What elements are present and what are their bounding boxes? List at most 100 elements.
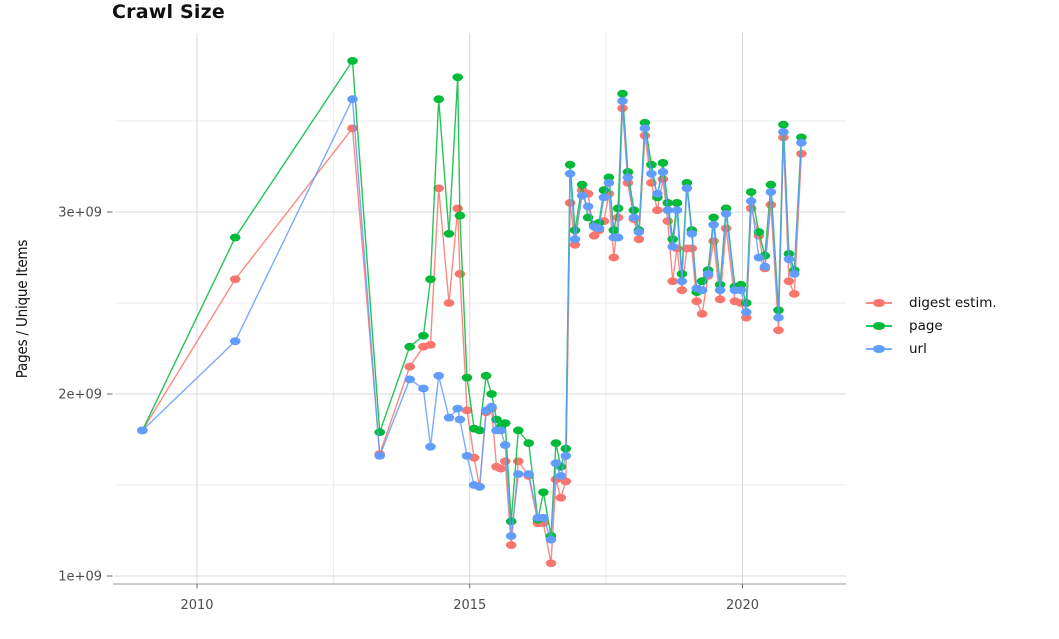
data-point-url <box>598 193 610 202</box>
data-point-digest <box>667 277 678 286</box>
data-point-digest <box>686 244 698 253</box>
data-point-url <box>696 286 708 295</box>
data-point-url <box>639 124 651 133</box>
data-point-page <box>513 426 524 435</box>
data-point-url <box>708 220 719 229</box>
legend-key-dot <box>873 321 885 330</box>
x-tick-label: 2020 <box>726 598 759 613</box>
data-point-digest <box>569 240 581 249</box>
data-point-url <box>745 197 757 206</box>
data-point-url <box>667 242 678 251</box>
data-point-digest <box>443 299 455 307</box>
data-point-digest <box>608 253 620 262</box>
series-line-page <box>141 58 803 537</box>
data-point-url <box>555 472 567 480</box>
data-point-digest <box>454 270 466 278</box>
legend-label: page <box>909 317 943 334</box>
data-point-url <box>425 442 436 451</box>
data-point-digest <box>691 297 702 306</box>
data-point-digest <box>229 275 241 284</box>
data-point-digest <box>741 313 752 322</box>
data-point-digest <box>696 310 708 318</box>
data-point-digest <box>425 341 436 349</box>
data-point-url <box>773 313 784 322</box>
data-point-url <box>499 441 511 449</box>
data-point-url <box>676 277 688 286</box>
data-point-url <box>461 452 473 460</box>
y-tick-label: 2e+09 <box>58 388 102 403</box>
data-point-url <box>662 206 674 215</box>
data-point-page <box>681 179 693 187</box>
data-point-url <box>686 229 698 238</box>
data-point-url <box>569 235 581 244</box>
data-point-page <box>657 159 669 167</box>
data-point-url <box>735 286 747 295</box>
data-point-digest <box>676 286 688 295</box>
data-point-page <box>646 160 657 169</box>
data-point-page <box>765 180 777 189</box>
data-point-digest <box>499 457 511 466</box>
legend: digest estim. page url <box>866 291 997 360</box>
data-point-url <box>681 184 693 193</box>
data-point-url <box>137 426 148 435</box>
data-point-url <box>765 188 777 196</box>
data-point-url <box>622 173 634 182</box>
data-point-digest <box>555 493 567 502</box>
y-tick-label: 3e+09 <box>58 206 102 221</box>
data-point-digest <box>708 237 719 246</box>
data-point-page <box>720 204 732 213</box>
data-point-digest <box>720 224 732 233</box>
data-point-url <box>612 233 624 242</box>
data-point-url <box>720 209 732 218</box>
data-point-page <box>454 211 466 220</box>
data-point-url <box>404 375 416 384</box>
data-point-page <box>374 428 386 437</box>
data-point-page <box>229 233 241 242</box>
data-point-page <box>425 275 436 284</box>
data-point-page <box>796 133 807 142</box>
data-point-digest <box>452 204 464 213</box>
data-point-url <box>753 253 765 262</box>
data-point-page <box>404 342 416 351</box>
data-point-digest <box>714 295 726 304</box>
legend-key-url-icon <box>866 342 892 356</box>
data-point-page <box>538 488 549 497</box>
data-point-page <box>480 371 492 380</box>
data-point-digest <box>505 541 517 549</box>
legend-key-page-icon <box>866 319 892 333</box>
data-point-url <box>603 179 615 187</box>
data-point-digest <box>513 457 524 466</box>
data-point-url <box>714 286 726 295</box>
data-point-page <box>474 426 485 435</box>
y-tick-label: 1e+09 <box>58 570 102 585</box>
data-point-url <box>593 224 605 233</box>
data-point-digest <box>633 235 645 244</box>
data-point-url <box>347 95 358 104</box>
data-point-url <box>783 255 795 264</box>
data-point-url <box>617 97 628 105</box>
data-point-digest <box>783 277 795 286</box>
data-point-page <box>523 439 534 447</box>
data-point-digest <box>588 231 600 240</box>
legend-key-digest-icon <box>866 296 892 310</box>
data-point-url <box>576 191 588 200</box>
data-point-url <box>229 337 241 346</box>
data-point-url <box>796 138 807 147</box>
data-point-page <box>745 188 757 196</box>
data-point-url <box>789 270 800 278</box>
data-point-url <box>454 415 466 424</box>
legend-item-page: page <box>866 314 997 337</box>
data-point-url <box>646 169 657 178</box>
data-point-url <box>486 402 497 411</box>
series-line-url <box>141 96 803 540</box>
data-point-digest <box>347 124 358 133</box>
data-point-url <box>671 206 683 215</box>
data-point-digest <box>461 406 473 415</box>
data-point-digest <box>652 206 663 215</box>
data-point-url <box>657 168 669 176</box>
series-line-digest <box>141 108 803 564</box>
series-url <box>137 95 807 544</box>
data-point-url <box>778 127 789 136</box>
data-point-url <box>505 532 517 540</box>
data-point-page <box>617 89 628 98</box>
